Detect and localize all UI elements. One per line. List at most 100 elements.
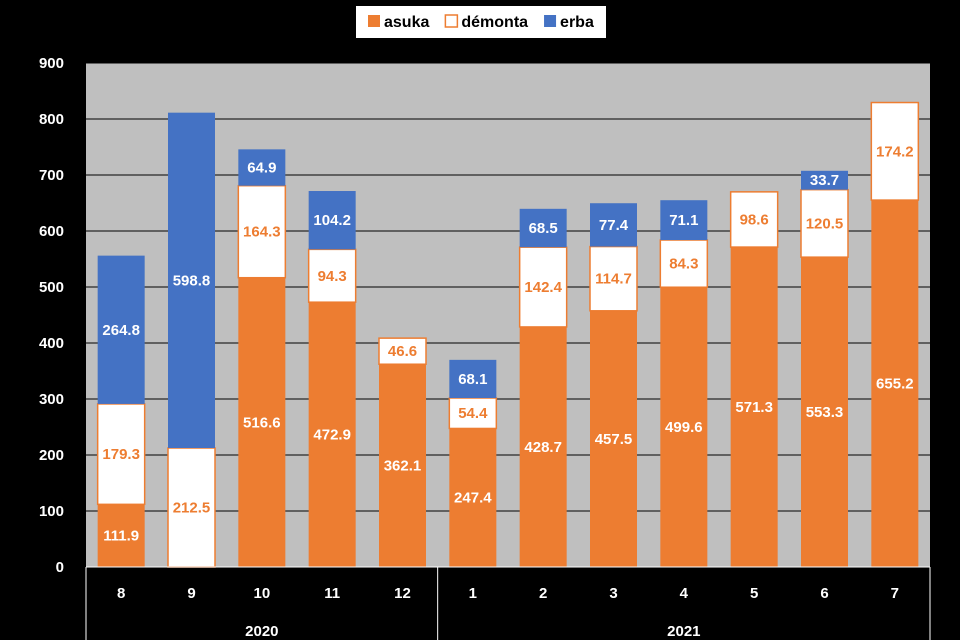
data-label: 472.9 bbox=[313, 427, 351, 444]
bar-segment-démonta bbox=[589, 245, 638, 312]
x-tick-label: 9 bbox=[187, 585, 195, 602]
bar-segment-erba bbox=[590, 203, 637, 247]
bar-segment-asuka bbox=[590, 310, 637, 567]
data-label: 264.8 bbox=[102, 322, 140, 339]
bar-segment-démonta bbox=[96, 403, 146, 506]
data-label: 499.6 bbox=[665, 419, 703, 436]
data-label: 54.4 bbox=[458, 405, 488, 422]
x-tick-label: 5 bbox=[750, 585, 758, 602]
x-tick-label: 6 bbox=[820, 585, 828, 602]
bar-segment-asuka bbox=[308, 302, 356, 567]
data-label: 174.2 bbox=[876, 143, 914, 160]
data-label: 46.6 bbox=[388, 343, 417, 360]
legend-label-erba: erba bbox=[560, 14, 594, 31]
data-label: 68.5 bbox=[529, 220, 558, 237]
x-tick-label: 12 bbox=[394, 585, 411, 602]
data-label: 179.3 bbox=[102, 446, 140, 463]
y-tick-label: 800 bbox=[39, 111, 64, 128]
bar-segment-démonta bbox=[800, 188, 849, 258]
data-label: 598.8 bbox=[173, 272, 211, 289]
bar-segment-erba bbox=[238, 149, 286, 186]
legend-swatch-démonta bbox=[444, 14, 459, 28]
y-tick-label: 700 bbox=[39, 167, 64, 184]
data-label: 362.1 bbox=[384, 458, 422, 475]
bar-segment-erba bbox=[449, 359, 497, 398]
data-label: 247.4 bbox=[454, 490, 492, 507]
bar-segment-erba bbox=[519, 208, 567, 248]
bar-segment-asuka bbox=[379, 364, 426, 567]
bar-segment-démonta bbox=[378, 337, 427, 365]
x-tick-label: 10 bbox=[253, 585, 270, 602]
y-tick-label: 600 bbox=[39, 223, 64, 240]
data-label: 98.6 bbox=[740, 211, 769, 228]
bar-segment-asuka bbox=[801, 257, 848, 567]
y-tick-label: 100 bbox=[39, 503, 64, 520]
x-tick-label: 3 bbox=[609, 585, 617, 602]
data-label: 164.3 bbox=[243, 224, 281, 241]
data-label: 68.1 bbox=[458, 371, 487, 388]
data-label: 428.7 bbox=[524, 439, 562, 456]
data-label: 77.4 bbox=[599, 217, 629, 234]
data-label: 142.4 bbox=[524, 279, 562, 296]
data-label: 114.7 bbox=[595, 271, 632, 288]
data-label: 94.3 bbox=[318, 268, 347, 285]
legend: asuka démonta erba bbox=[356, 6, 606, 38]
bars bbox=[96, 101, 920, 568]
data-label: 33.7 bbox=[810, 172, 839, 189]
data-label: 553.3 bbox=[806, 404, 844, 421]
bar-segment-erba bbox=[168, 112, 215, 448]
data-label: 571.3 bbox=[735, 399, 773, 416]
legend-swatch-asuka bbox=[368, 15, 380, 27]
data-label: 457.5 bbox=[595, 431, 633, 448]
x-tick-label: 8 bbox=[117, 585, 125, 602]
bar-segment-asuka bbox=[730, 247, 778, 567]
data-labels: 111.9 179.3 264.8 212.5 598.8 516.6 164.3 64.9 4… bbox=[102, 143, 913, 544]
bar-segment-asuka bbox=[449, 428, 497, 567]
x-tick-label: 7 bbox=[891, 585, 899, 602]
bar-segment-asuka bbox=[97, 504, 145, 567]
data-label: 71.1 bbox=[669, 212, 698, 229]
bar-segment-asuka bbox=[871, 200, 919, 567]
data-label: 84.3 bbox=[669, 256, 698, 273]
legend-box bbox=[356, 6, 606, 38]
y-tick-label: 400 bbox=[39, 335, 64, 352]
plot-area bbox=[86, 63, 930, 567]
data-label: 516.6 bbox=[243, 414, 281, 431]
bar-segment-démonta bbox=[659, 239, 709, 288]
legend-swatch-erba bbox=[544, 15, 557, 27]
bar-segment-asuka bbox=[519, 326, 567, 567]
bar-segment-erba bbox=[97, 255, 145, 404]
x-tick-label: 11 bbox=[324, 585, 340, 602]
x-tick-label: 2 bbox=[539, 585, 547, 602]
bar-segment-erba bbox=[801, 170, 848, 190]
legend-label-démonta: démonta bbox=[461, 14, 528, 31]
bar-segment-démonta bbox=[729, 191, 779, 248]
data-label: 120.5 bbox=[806, 215, 844, 232]
bar-segment-erba bbox=[660, 200, 708, 241]
x-tick-label: 4 bbox=[680, 585, 689, 602]
y-tick-label: 0 bbox=[56, 559, 64, 576]
y-tick-label: 900 bbox=[39, 55, 64, 72]
data-label: 104.2 bbox=[313, 212, 351, 229]
y-tick-label: 300 bbox=[39, 391, 64, 408]
y-axis: 0 100 200 300 400 500 600 700 800 900 bbox=[39, 55, 64, 576]
group-label: 2021 bbox=[667, 623, 700, 640]
group-label: 2020 bbox=[245, 623, 278, 640]
y-tick-label: 500 bbox=[39, 279, 64, 296]
bar-segment-erba bbox=[308, 191, 356, 250]
bar-segment-démonta bbox=[448, 397, 498, 430]
data-label: 655.2 bbox=[876, 376, 914, 393]
bar-segment-asuka bbox=[660, 287, 708, 567]
legend-label-asuka: asuka bbox=[384, 14, 429, 31]
data-label: 212.5 bbox=[173, 500, 211, 517]
gridlines bbox=[86, 62, 930, 512]
data-label: 64.9 bbox=[247, 160, 276, 177]
bar-segment-démonta bbox=[870, 101, 920, 201]
data-label: 111.9 bbox=[103, 528, 139, 545]
x-tick-label: 1 bbox=[469, 585, 477, 602]
bar-segment-démonta bbox=[518, 246, 568, 328]
y-tick-label: 200 bbox=[39, 447, 64, 464]
bar-segment-asuka bbox=[238, 277, 286, 567]
